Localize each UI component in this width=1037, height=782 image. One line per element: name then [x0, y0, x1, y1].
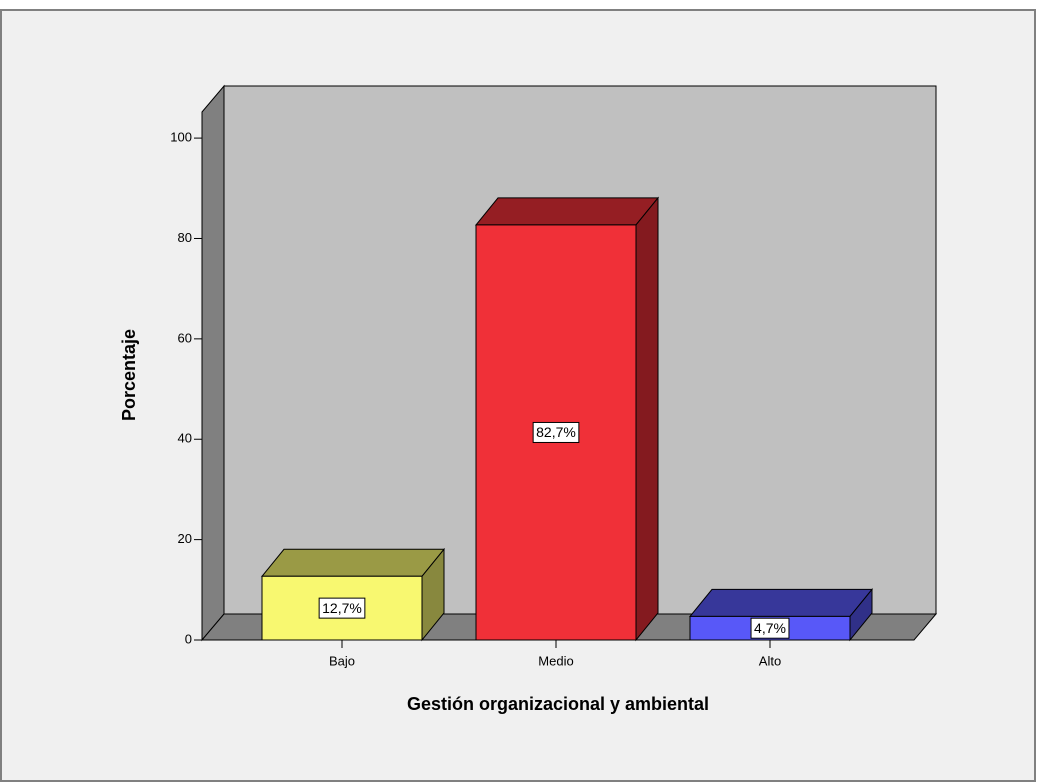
bar-top: [474, 197, 660, 226]
x-axis-title: Gestión organizacional y ambiental: [407, 694, 709, 714]
value-label-box: [318, 597, 366, 619]
bar-top: [688, 588, 874, 617]
value-label: 4,7%: [754, 620, 786, 636]
y-tick-label: 40: [178, 431, 192, 446]
x-tick-label: Alto: [759, 653, 781, 668]
value-label: 82,7%: [536, 424, 576, 440]
y-axis-title: Porcentaje: [119, 329, 139, 421]
bar-top: [260, 548, 446, 577]
value-label: 12,7%: [322, 600, 362, 616]
y-tick-label: 20: [178, 531, 192, 546]
y-tick-label: 100: [170, 130, 192, 145]
bar-side: [635, 196, 659, 642]
side-wall: [201, 84, 225, 642]
y-tick-label: 80: [178, 230, 192, 245]
value-label-box: [750, 617, 790, 639]
x-tick-label: Bajo: [329, 653, 355, 668]
y-tick-label: 0: [185, 631, 192, 646]
y-tick-label: 60: [178, 330, 192, 345]
x-tick-label: Medio: [538, 653, 573, 668]
value-label-box: [532, 421, 580, 443]
